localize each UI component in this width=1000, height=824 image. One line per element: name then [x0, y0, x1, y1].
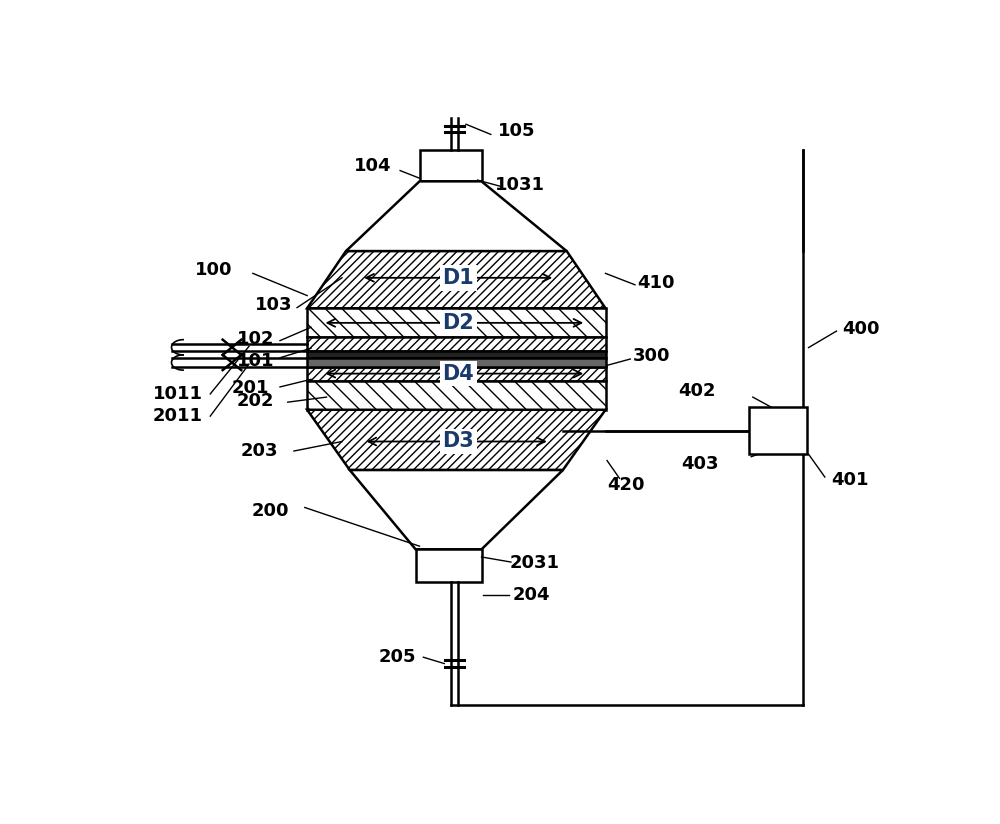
Text: D2: D2 [442, 313, 474, 333]
Text: 400: 400 [842, 320, 880, 338]
Text: 205: 205 [379, 648, 417, 667]
Polygon shape [307, 381, 606, 410]
Text: 200: 200 [252, 503, 289, 520]
Text: 1011: 1011 [153, 385, 203, 403]
Polygon shape [420, 150, 482, 181]
Text: D3: D3 [442, 432, 474, 452]
Polygon shape [307, 358, 606, 367]
Text: 2031: 2031 [509, 555, 559, 573]
Polygon shape [307, 351, 606, 358]
Text: 203: 203 [241, 442, 279, 460]
Text: 104: 104 [354, 157, 392, 175]
Polygon shape [416, 550, 482, 583]
Polygon shape [346, 181, 567, 251]
Text: 202: 202 [236, 392, 274, 410]
Text: 103: 103 [255, 296, 293, 314]
Text: 2011: 2011 [153, 407, 203, 425]
Polygon shape [307, 337, 606, 351]
Text: 402: 402 [678, 382, 716, 400]
Text: 105: 105 [498, 122, 535, 139]
Text: 300: 300 [633, 347, 671, 365]
Polygon shape [307, 251, 606, 308]
Text: 204: 204 [513, 586, 551, 604]
Polygon shape [307, 308, 606, 337]
Polygon shape [350, 470, 563, 550]
Text: 1031: 1031 [495, 176, 545, 194]
Bar [749, 406, 807, 454]
Text: D4: D4 [442, 363, 474, 384]
Text: 102: 102 [236, 330, 274, 348]
Text: 410: 410 [637, 274, 675, 292]
Text: 401: 401 [831, 471, 868, 489]
Text: 420: 420 [607, 475, 644, 494]
Text: D1: D1 [442, 268, 474, 288]
Polygon shape [307, 410, 606, 470]
Text: 100: 100 [195, 261, 233, 279]
Text: 101: 101 [236, 352, 274, 370]
Polygon shape [307, 367, 606, 381]
Text: 201: 201 [232, 379, 269, 397]
Text: 403: 403 [681, 455, 719, 473]
